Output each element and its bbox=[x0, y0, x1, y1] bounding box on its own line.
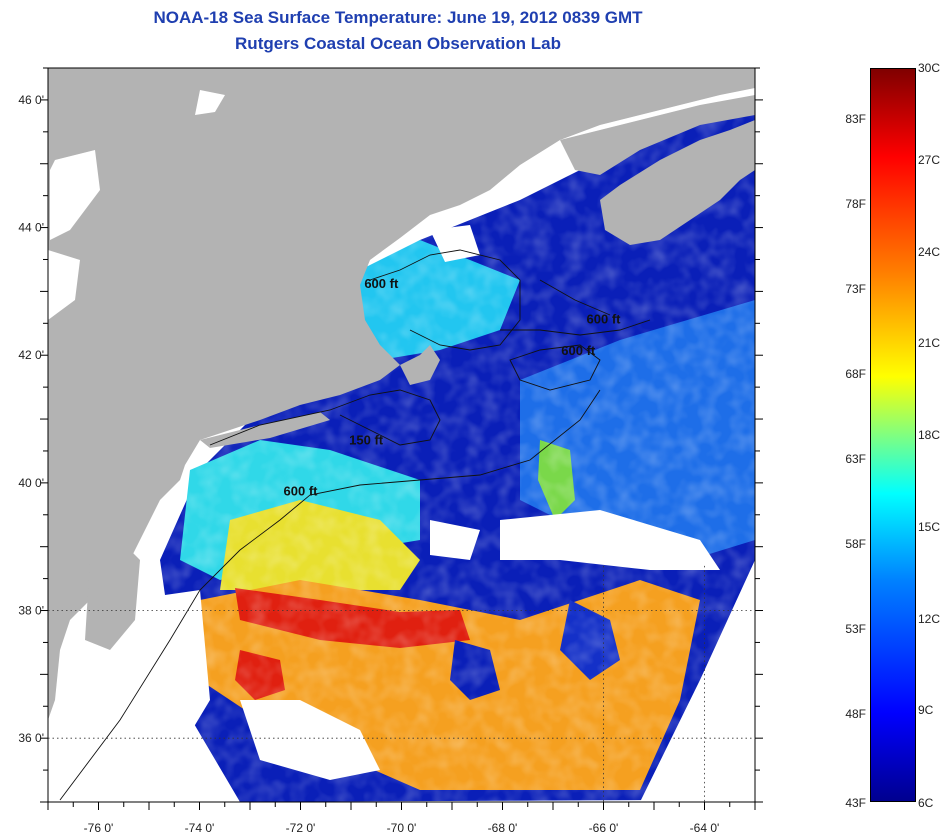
colorbar-celsius-label: 24C bbox=[918, 244, 941, 259]
map-title: NOAA-18 Sea Surface Temperature: June 19… bbox=[153, 8, 643, 27]
inland-cloud bbox=[195, 90, 225, 115]
latitude-tick-label: 38 0' bbox=[18, 604, 44, 618]
nova-scotia bbox=[600, 120, 755, 245]
longitude-tick-label: -74 0' bbox=[185, 821, 215, 835]
latitude-tick-label: 40 0' bbox=[18, 476, 44, 490]
colorbar-celsius-label: 27C bbox=[918, 152, 941, 167]
colorbar-celsius-label: 12C bbox=[918, 611, 941, 626]
colorbar-fahrenheit-label: 63F bbox=[845, 451, 866, 466]
longitude-tick-label: -66 0' bbox=[589, 821, 619, 835]
contour-line-150ft bbox=[209, 389, 441, 446]
latitude-tick-label: 36 0' bbox=[18, 731, 44, 745]
longitude-tick-label: -64 0' bbox=[690, 821, 720, 835]
contour-line-600ft-bank bbox=[509, 344, 601, 391]
graticule bbox=[48, 565, 755, 802]
inland-cloud bbox=[50, 150, 100, 240]
colorbar-fahrenheit-label: 43F bbox=[845, 796, 866, 810]
colorbar-celsius-label: 18C bbox=[918, 428, 941, 442]
contour-label: 600 ft bbox=[284, 484, 319, 499]
latitude-tick-label: 46 0' bbox=[18, 93, 44, 107]
contour-line-600ft-gulf bbox=[369, 249, 521, 351]
longitude-tick-label: -76 0' bbox=[84, 821, 114, 835]
colorbar-fahrenheit-label: 73F bbox=[845, 281, 866, 296]
longitude-labels: -76 0' -74 0' -72 0' -70 0' -68 0' -66 0' -64 … bbox=[84, 821, 720, 835]
colorbar-fahrenheit-label: 68F bbox=[845, 366, 866, 381]
contour-line-600ft-georges bbox=[500, 279, 651, 336]
colorbar-celsius-label: 15C bbox=[918, 519, 941, 534]
colorbar-fahrenheit-label: 83F bbox=[845, 111, 866, 126]
colorbar-celsius-label: 21C bbox=[918, 336, 941, 351]
map-subtitle: Rutgers Coastal Ocean Observation Lab bbox=[235, 34, 561, 53]
cape-cod bbox=[400, 345, 440, 385]
long-island bbox=[200, 412, 330, 448]
contour-label: 150 ft bbox=[349, 433, 384, 448]
longitude-tick-label: -70 0' bbox=[387, 821, 417, 835]
colorbar-fahrenheit-label: 48F bbox=[845, 706, 866, 721]
contour-line-600ft-shelf bbox=[59, 389, 601, 801]
longitude-tick-label: -72 0' bbox=[286, 821, 316, 835]
contour-labels: 600 ft 600 ft 600 ft 150 ft 600 ft bbox=[284, 276, 622, 498]
latitude-labels: 46 0' 44 0' 42 0' 40 0' 38 0' 36 0' bbox=[18, 93, 44, 745]
longitude-tick-label: -68 0' bbox=[488, 821, 518, 835]
colorbar-celsius-label: 30C bbox=[918, 61, 941, 75]
delmarva-peninsula bbox=[85, 540, 140, 650]
contour-label: 600 ft bbox=[364, 276, 399, 291]
colorbar-fahrenheit-label: 78F bbox=[845, 196, 866, 211]
new-brunswick bbox=[560, 95, 755, 175]
us-mainland bbox=[48, 68, 755, 720]
colorbar-fahrenheit-label: 53F bbox=[845, 621, 866, 636]
colorbar-fahrenheit-label: 58F bbox=[845, 536, 866, 551]
inland-cloud bbox=[48, 250, 80, 320]
latitude-tick-label: 42 0' bbox=[18, 348, 44, 362]
contour-label: 600 ft bbox=[587, 311, 622, 326]
temperature-colorbar bbox=[870, 68, 916, 802]
colorbar-celsius-label: 9C bbox=[918, 703, 934, 718]
tick-marks bbox=[40, 67, 763, 810]
colorbar-celsius-label: 6C bbox=[918, 796, 934, 810]
latitude-tick-label: 44 0' bbox=[18, 221, 44, 235]
contour-label: 600 ft bbox=[561, 343, 596, 358]
